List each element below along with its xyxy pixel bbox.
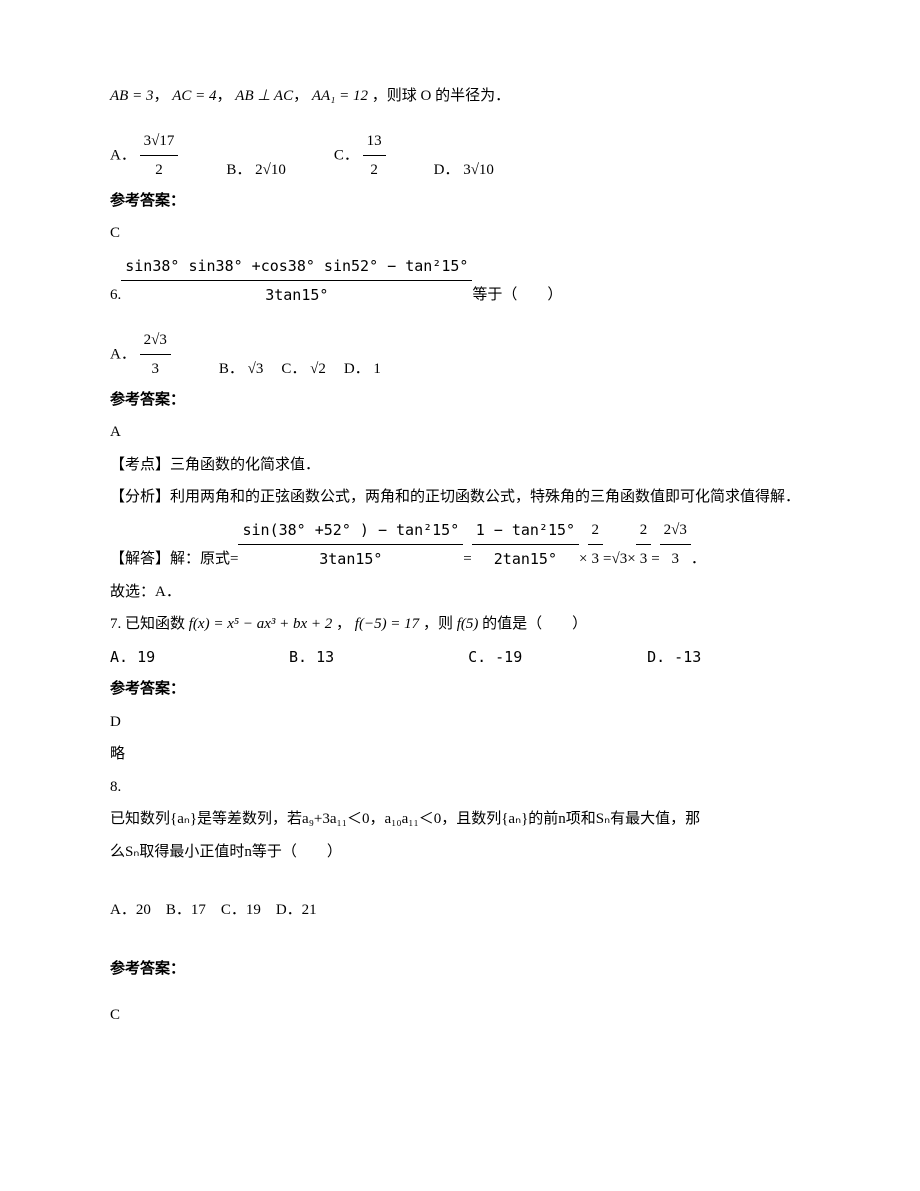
q6-D-label: D． (344, 361, 370, 377)
q7-lue: 略 (110, 738, 830, 771)
q5-optA: A． 3√17 2 (110, 127, 178, 185)
q8-options: A．20 B．17 C．19 D．21 (110, 894, 830, 927)
q6-eq2: = (603, 545, 611, 574)
q7-B: B. 13 (289, 643, 459, 672)
q6-suffix: 等于（ ） (472, 281, 562, 310)
q7-num: 7. 已知函数 (110, 616, 189, 632)
q6-A-label: A． (110, 346, 136, 362)
q6-B-label: B． (219, 361, 244, 377)
q5-B-val: 2√10 (255, 162, 286, 178)
q7-answer: D (110, 706, 830, 739)
q8-line2: 么Sₙ取得最小正值时n等于（ ） (110, 836, 830, 869)
q8-answer: C (110, 999, 830, 1032)
q5-ac: AC = 4 (172, 88, 216, 104)
q6-times1: × (579, 545, 587, 574)
q6-answer-label: 参考答案： (110, 384, 830, 417)
q6-C-label: C． (281, 361, 306, 377)
q7-suffix: 的值是（ ） (482, 616, 587, 632)
q6-kaodian-row: 【考点】三角函数的化简求值． (110, 449, 830, 482)
q6-kaodian: 三角函数的化简求值． (170, 457, 320, 473)
q7-then: ，则 (423, 616, 457, 632)
q5-options: A． 3√17 2 B． 2√10 C． 13 2 D． 3√10 (110, 127, 830, 185)
q6-C-val: √2 (310, 361, 326, 377)
q6-num: 6. (110, 281, 121, 310)
q7-answer-label: 参考答案： (110, 673, 830, 706)
q6-answer: A (110, 416, 830, 449)
q7-fx: f(x) = x⁵ − ax³ + bx + 2 (189, 616, 333, 632)
q6-period: ． (691, 545, 706, 574)
q5-stem: AB = 3， AC = 4， AB ⊥ AC， AA₁ = 12 ，则球 O … (110, 80, 830, 113)
q5-optC: C． 13 2 (334, 127, 386, 185)
q7-D: D. -13 (647, 643, 701, 672)
q5-perp: AB ⊥ AC (235, 88, 293, 104)
q6-step4: √3 (611, 545, 627, 574)
q5-answer-label: 参考答案： (110, 185, 830, 218)
q6-fenxi-label: 【分析】 (110, 489, 170, 505)
q5-c2: ， (217, 88, 232, 104)
q6-optA: A． 2√3 3 (110, 326, 171, 384)
q6-fenxi-row: 【分析】利用两角和的正弦函数公式，两角和的正切函数公式，特殊角的三角函数值即可化… (110, 481, 830, 514)
q6-stem-row: 6. sin38° sin38° +cos38° sin52° − tan²15… (110, 250, 830, 312)
q6-step2: 1 − tan²15° 2tan15° (472, 516, 579, 574)
q5-C-frac: 13 2 (363, 127, 386, 185)
q8-num: 8. (110, 771, 830, 804)
q6-times2: × (627, 545, 635, 574)
q5-optD: D． 3√10 (434, 156, 494, 185)
q5-A-frac: 3√17 2 (140, 127, 179, 185)
q5-A-label: A． (110, 147, 136, 163)
q6-A-frac: 2√3 3 (140, 326, 171, 384)
q5-B-label: B． (226, 162, 251, 178)
q6-expr: sin38° sin38° +cos38° sin52° − tan²15° 3… (121, 252, 472, 310)
q8-answer-label: 参考答案： (110, 953, 830, 986)
q5-suffix: ，则球 O 的半径为． (372, 88, 510, 104)
q7-stem: 7. 已知函数 f(x) = x⁵ − ax³ + bx + 2 ， f(−5)… (110, 608, 830, 641)
q6-eq1: = (463, 545, 471, 574)
q6-jieda-row: 【解答】 解：原式= sin(38° +52° ) − tan²15° 3tan… (110, 514, 830, 576)
q8-line1: 已知数列{aₙ}是等差数列，若a₉+3a₁₁＜0，a₁₀a₁₁＜0，且数列{aₙ… (110, 803, 830, 836)
q5-D-label: D． (434, 162, 460, 178)
q7-C: C. -19 (468, 643, 638, 672)
q6-jieda-prefix: 解：原式= (170, 545, 238, 574)
q7-fm5: f(−5) = 17 (355, 616, 419, 632)
q6-eq3: = (651, 545, 659, 574)
q5-optB: B． 2√10 (226, 156, 286, 185)
q6-options: A． 2√3 3 B． √3 C． √2 D． 1 (110, 326, 830, 384)
q5-c3: ， (293, 88, 308, 104)
q6-optB: B． √3 (219, 355, 264, 384)
q7-A: A. 19 (110, 643, 280, 672)
q5-aa1: AA₁ = 12 (312, 88, 368, 104)
q6-step3: 2 3 (588, 516, 604, 574)
q6-D-val: 1 (373, 361, 381, 377)
q6-jieda-label: 【解答】 (110, 545, 170, 574)
q7-f5: f(5) (457, 616, 479, 632)
q6-result: 2√3 3 (660, 516, 691, 574)
q6-optD: D． 1 (344, 355, 381, 384)
q6-B-val: √3 (248, 361, 264, 377)
q6-optC: C． √2 (281, 355, 326, 384)
q6-fenxi: 利用两角和的正弦函数公式，两角和的正切函数公式，特殊角的三角函数值即可化简求值得… (170, 489, 800, 505)
q5-ab: AB = 3 (110, 88, 153, 104)
q5-answer: C (110, 217, 830, 250)
q6-step5: 2 3 (636, 516, 652, 574)
q7-c1: ， (336, 616, 351, 632)
q6-kaodian-label: 【考点】 (110, 457, 170, 473)
q6-step1: sin(38° +52° ) − tan²15° 3tan15° (238, 516, 463, 574)
q5-c1: ， (153, 88, 168, 104)
q5-C-label: C． (334, 147, 359, 163)
q7-options: A. 19 B. 13 C. -19 D. -13 (110, 641, 830, 674)
q6-conclude: 故选：A． (110, 576, 830, 609)
q5-D-val: 3√10 (463, 162, 494, 178)
